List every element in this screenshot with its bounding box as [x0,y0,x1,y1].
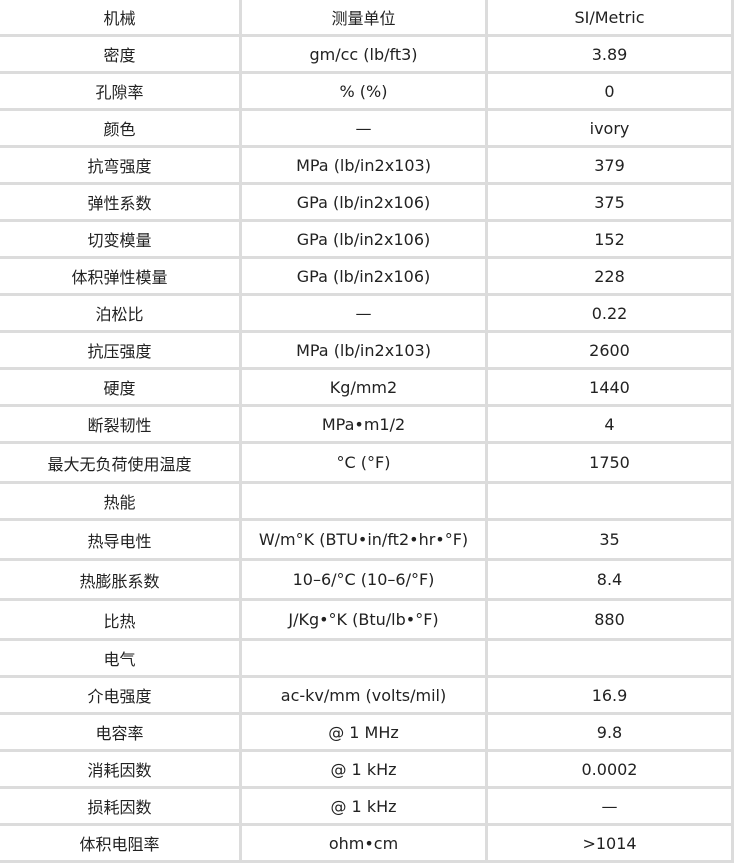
table-row: 体积弹性模量 GPa (lb/in2x106) 228 [0,259,731,293]
unit-cell: @ 1 kHz [242,789,485,823]
property-cell: 弹性系数 [0,185,239,219]
property-cell: 泊松比 [0,296,239,330]
table-row: 消耗因数 @ 1 kHz 0.0002 [0,752,731,786]
value-cell: 228 [488,259,731,293]
property-cell: 抗弯强度 [0,148,239,182]
value-cell: 0.0002 [488,752,731,786]
table-row: 弹性系数 GPa (lb/in2x106) 375 [0,185,731,219]
value-cell: 0.22 [488,296,731,330]
property-cell: 硬度 [0,370,239,404]
property-cell: 密度 [0,37,239,71]
unit-cell: MPa (lb/in2x103) [242,333,485,367]
value-cell: — [488,789,731,823]
property-cell: 电气 [0,641,239,675]
property-cell: 断裂韧性 [0,407,239,441]
unit-cell: 10–6/°C (10–6/°F) [242,561,485,598]
unit-cell: ac-kv/mm (volts/mil) [242,678,485,712]
table-row: 热能 [0,484,731,518]
value-cell: ivory [488,111,731,145]
value-cell: 379 [488,148,731,182]
table-header-row: 机械 测量单位 SI/Metric [0,0,731,34]
value-cell: 9.8 [488,715,731,749]
unit-cell: @ 1 kHz [242,752,485,786]
table-row: 硬度 Kg/mm2 1440 [0,370,731,404]
table-row: 电气 [0,641,731,675]
property-cell: 体积弹性模量 [0,259,239,293]
property-cell: 切变模量 [0,222,239,256]
table-row: 孔隙率% (%) 0 [0,74,731,108]
value-cell: 880 [488,601,731,638]
value-cell: 16.9 [488,678,731,712]
property-cell: 介电强度 [0,678,239,712]
value-cell [488,484,731,518]
table-row: 电容率 @ 1 MHz 9.8 [0,715,731,749]
value-cell: 3.89 [488,37,731,71]
value-cell: 0 [488,74,731,108]
unit-cell [242,484,485,518]
property-cell: 机械 [0,0,239,34]
value-cell: 35 [488,521,731,558]
property-cell: 最大无负荷使用温度 [0,444,239,481]
value-cell: 1750 [488,444,731,481]
property-cell: 颜色 [0,111,239,145]
property-cell: 体积电阻率 [0,826,239,860]
unit-cell: GPa (lb/in2x106) [242,222,485,256]
unit-cell: °C (°F) [242,444,485,481]
table-row: 抗弯强度 MPa (lb/in2x103) 379 [0,148,731,182]
table-row: 体积电阻率 ohm•cm >1014 [0,826,731,860]
property-cell: 热膨胀系数 [0,561,239,598]
value-cell: 1440 [488,370,731,404]
property-cell: 抗压强度 [0,333,239,367]
unit-cell: GPa (lb/in2x106) [242,185,485,219]
unit-cell: W/m°K (BTU•in/ft2•hr•°F) [242,521,485,558]
table-row: 颜色 — ivory [0,111,731,145]
value-cell: >1014 [488,826,731,860]
table-row: 介电强度 ac-kv/mm (volts/mil) 16.9 [0,678,731,712]
property-cell: 电容率 [0,715,239,749]
property-cell: 热导电性 [0,521,239,558]
value-cell: 2600 [488,333,731,367]
unit-cell: MPa (lb/in2x103) [242,148,485,182]
table-row: 密度 gm/cc (lb/ft3) 3.89 [0,37,731,71]
value-cell [488,641,731,675]
value-cell: 4 [488,407,731,441]
unit-cell: 测量单位 [242,0,485,34]
unit-cell: J/Kg•°K (Btu/lb•°F) [242,601,485,638]
property-cell: 消耗因数 [0,752,239,786]
property-cell: 孔隙率 [0,74,239,108]
table-row: 热膨胀系数 10–6/°C (10–6/°F) 8.4 [0,561,731,598]
table-row: 抗压强度 MPa (lb/in2x103) 2600 [0,333,731,367]
value-cell: SI/Metric [488,0,731,34]
table-row: 泊松比 —0.22 [0,296,731,330]
unit-cell: gm/cc (lb/ft3) [242,37,485,71]
unit-cell [242,641,485,675]
unit-cell: — [242,111,485,145]
value-cell: 375 [488,185,731,219]
property-cell: 比热 [0,601,239,638]
unit-cell: — [242,296,485,330]
table-row: 比热 J/Kg•°K (Btu/lb•°F) 880 [0,601,731,638]
unit-cell: @ 1 MHz [242,715,485,749]
unit-cell: Kg/mm2 [242,370,485,404]
property-cell: 损耗因数 [0,789,239,823]
value-cell: 8.4 [488,561,731,598]
unit-cell: GPa (lb/in2x106) [242,259,485,293]
table-row: 热导电性 W/m°K (BTU•in/ft2•hr•°F) 35 [0,521,731,558]
unit-cell: % (%) [242,74,485,108]
table-row: 切变模量 GPa (lb/in2x106) 152 [0,222,731,256]
value-cell: 152 [488,222,731,256]
property-cell: 热能 [0,484,239,518]
unit-cell: MPa•m1/2 [242,407,485,441]
table-row: 损耗因数 @ 1 kHz — [0,789,731,823]
unit-cell: ohm•cm [242,826,485,860]
table-row: 最大无负荷使用温度 °C (°F) 1750 [0,444,731,481]
table-row: 断裂韧性 MPa•m1/2 4 [0,407,731,441]
